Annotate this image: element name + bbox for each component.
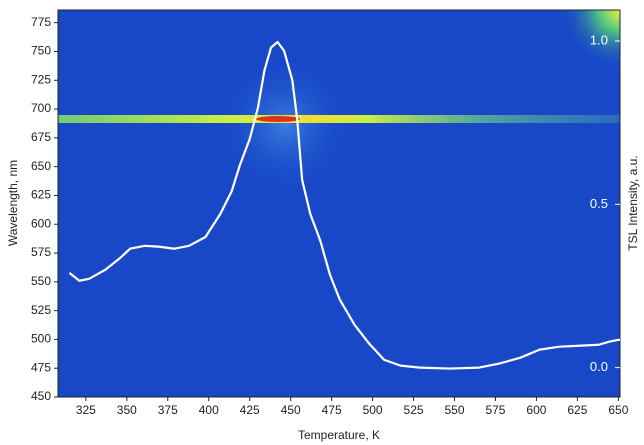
x-tick-label: 475 [322, 403, 342, 417]
y-tick-label: 675 [31, 130, 51, 144]
y2-tick-label: 0.0 [590, 359, 608, 374]
x-tick-label: 650 [608, 403, 628, 417]
y-tick-label: 550 [31, 274, 51, 288]
x-tick-label: 575 [485, 403, 505, 417]
y-tick-label: 775 [31, 15, 51, 29]
y2-axis-label: TSL Intensity, a.u. [626, 155, 640, 250]
y-axis-label: Wavelength, nm [6, 160, 20, 246]
plot-frame [57, 9, 621, 398]
y-tick-label: 450 [31, 389, 51, 403]
y-tick-label: 725 [31, 72, 51, 86]
y-tick-label: 600 [31, 216, 51, 230]
heatmap [58, 10, 620, 397]
x-tick-label: 600 [526, 403, 546, 417]
x-tick-label: 500 [363, 403, 383, 417]
x-tick-label: 525 [404, 403, 424, 417]
y-tick-label: 525 [31, 303, 51, 317]
x-axis-label: Temperature, K [298, 428, 380, 442]
x-tick-label: 400 [199, 403, 219, 417]
y2-tick-label: 1.0 [590, 32, 608, 47]
y2-tick-label: 0.5 [590, 196, 608, 211]
y-tick-label: 650 [31, 159, 51, 173]
x-tick-label: 325 [76, 403, 96, 417]
y-tick-label: 500 [31, 332, 51, 346]
tsl-curve [68, 40, 621, 370]
x-tick-label: 350 [117, 403, 137, 417]
x-tick-label: 550 [444, 403, 464, 417]
y-tick-label: 625 [31, 188, 51, 202]
y-tick-label: 475 [31, 360, 51, 374]
y-tick-label: 750 [31, 44, 51, 58]
y-tick-label: 575 [31, 245, 51, 259]
x-tick-label: 425 [240, 403, 260, 417]
y-tick-label: 700 [31, 101, 51, 115]
x-tick-label: 375 [158, 403, 178, 417]
x-tick-label: 625 [567, 403, 587, 417]
x-tick-label: 450 [281, 403, 301, 417]
